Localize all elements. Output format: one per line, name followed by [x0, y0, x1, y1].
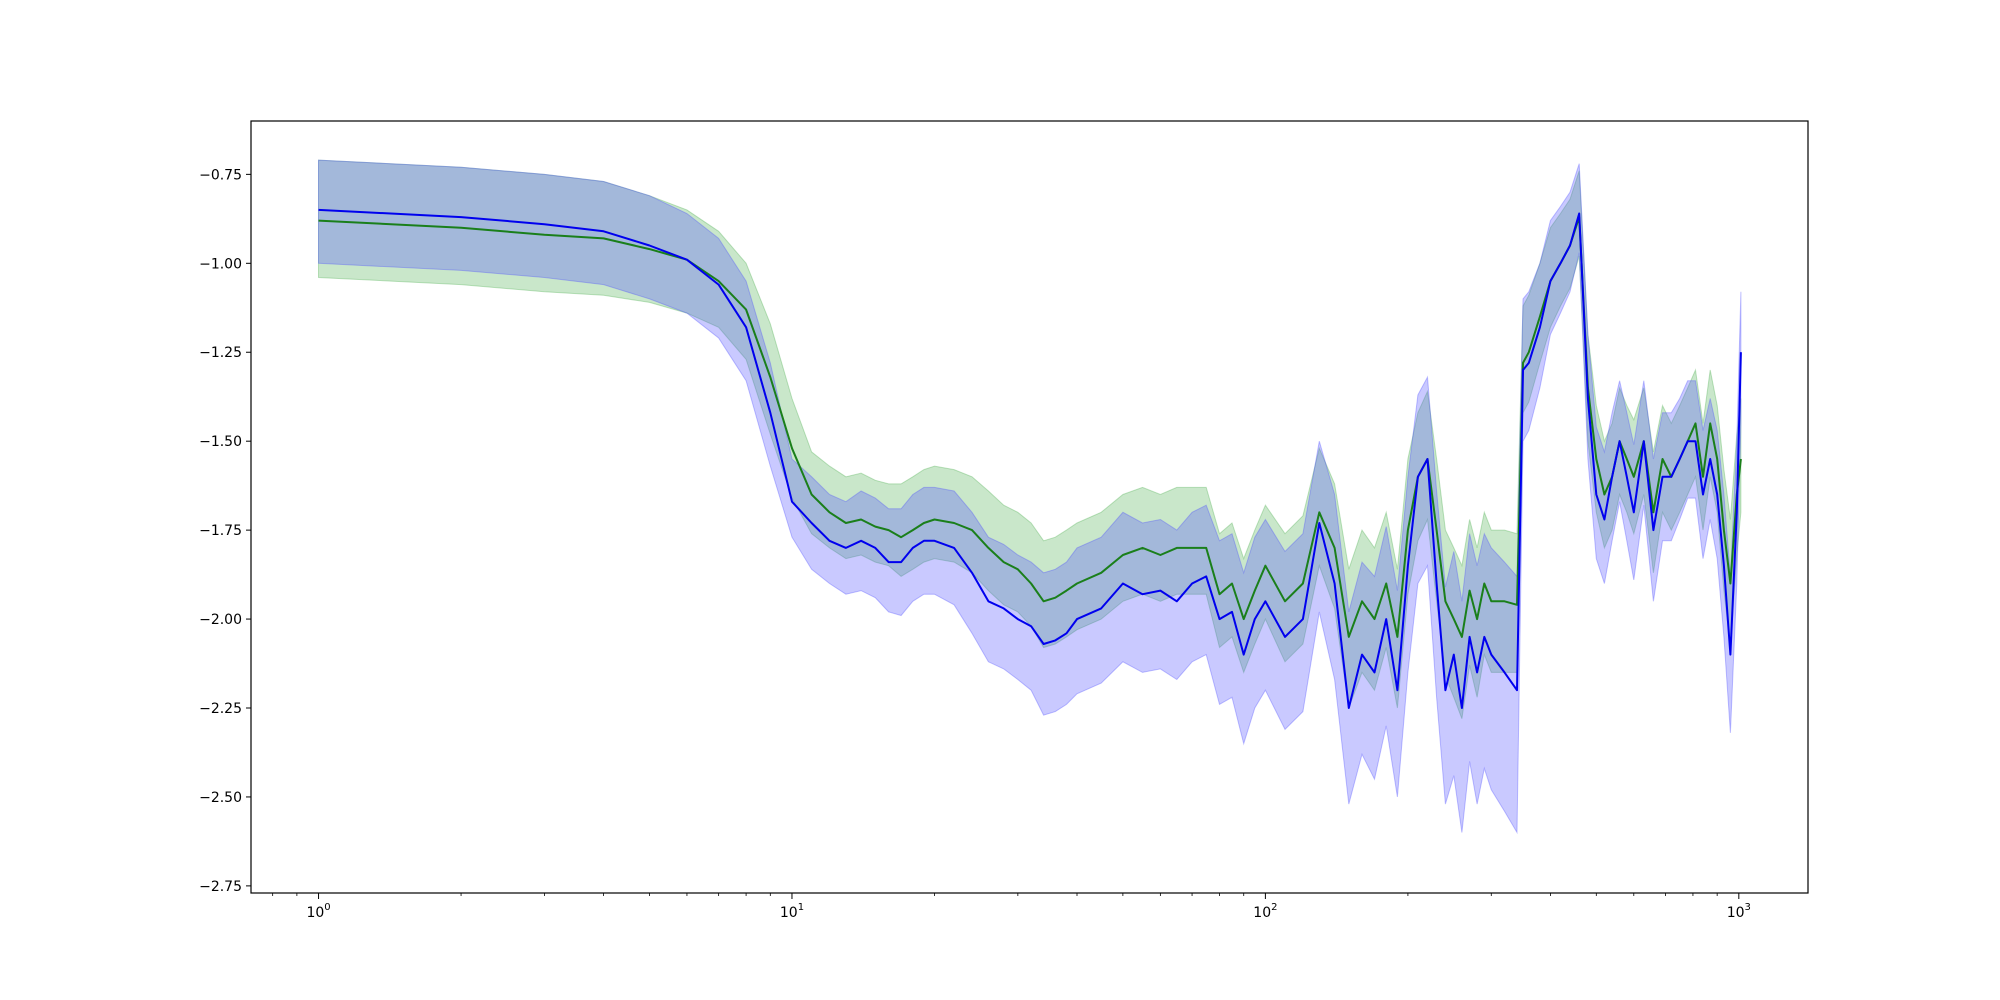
x-tick-exponent: 0 [324, 902, 330, 913]
y-tick-label: −2.00 [199, 612, 242, 628]
y-tick-label: −1.25 [199, 345, 242, 361]
x-tick-exponent: 3 [1745, 902, 1751, 913]
y-tick-label: −1.00 [199, 256, 242, 272]
y-tick-label: −2.50 [199, 790, 242, 806]
y-tick-label: −2.75 [199, 879, 242, 895]
y-tick-label: −1.75 [199, 523, 242, 539]
y-tick-label: −1.50 [199, 434, 242, 450]
x-tick-exponent: 1 [798, 902, 804, 913]
y-tick-label: −0.75 [199, 167, 242, 183]
x-tick-exponent: 2 [1271, 902, 1277, 913]
y-tick-label: −2.25 [199, 701, 242, 717]
